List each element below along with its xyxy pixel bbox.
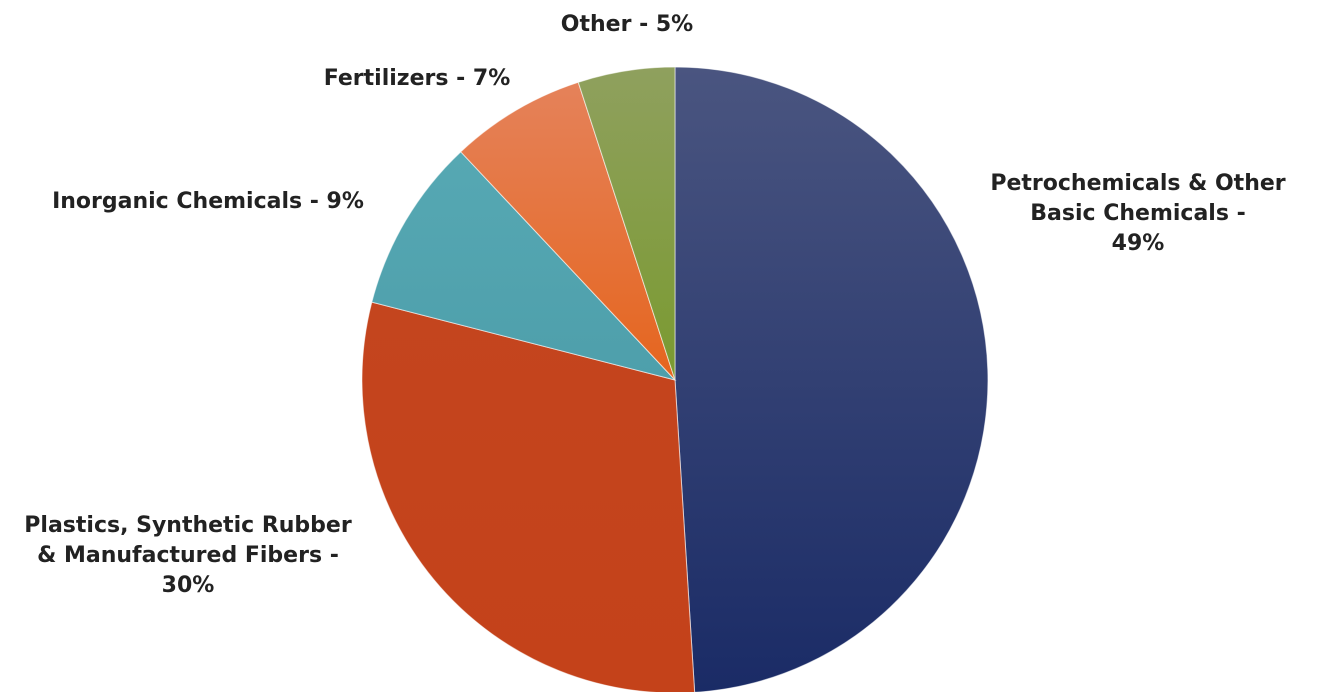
pie-slice-petrochemicals [674, 66, 989, 692]
slice-label-other: Other - 5% [561, 12, 693, 37]
pie-slice-other [577, 66, 676, 381]
pie-slice-inorganic-chemicals [371, 151, 677, 381]
pie-labels: Petrochemicals & Other Basic Chemicals - 4… [24, 12, 1285, 598]
slice-label-line: Other - 5% [561, 12, 693, 37]
slice-label-fertilizers: Fertilizers - 7% [324, 66, 511, 91]
pie-slice-fertilizers [460, 81, 676, 381]
slice-label-line: Inorganic Chemicals - 9% [52, 189, 364, 214]
slice-label-line: Petrochemicals & Other [990, 171, 1285, 196]
slice-label-line: 30% [162, 573, 215, 598]
slice-label-petrochemicals: Petrochemicals & Other Basic Chemicals - 4… [990, 171, 1285, 256]
slice-label-plastics: Plastics, Synthetic Rubber & Manufactured… [24, 513, 352, 598]
slice-label-line: & Manufactured Fibers - [37, 543, 339, 568]
slice-label-line: Plastics, Synthetic Rubber [24, 513, 352, 538]
pie-slices [361, 66, 989, 692]
slice-label-line: 49% [1112, 231, 1165, 256]
slice-label-line: Fertilizers - 7% [324, 66, 511, 91]
slice-label-inorganic-chemicals: Inorganic Chemicals - 9% [52, 189, 364, 214]
pie-slice-plastics [361, 301, 696, 692]
slice-label-line: Basic Chemicals - [1030, 201, 1245, 226]
